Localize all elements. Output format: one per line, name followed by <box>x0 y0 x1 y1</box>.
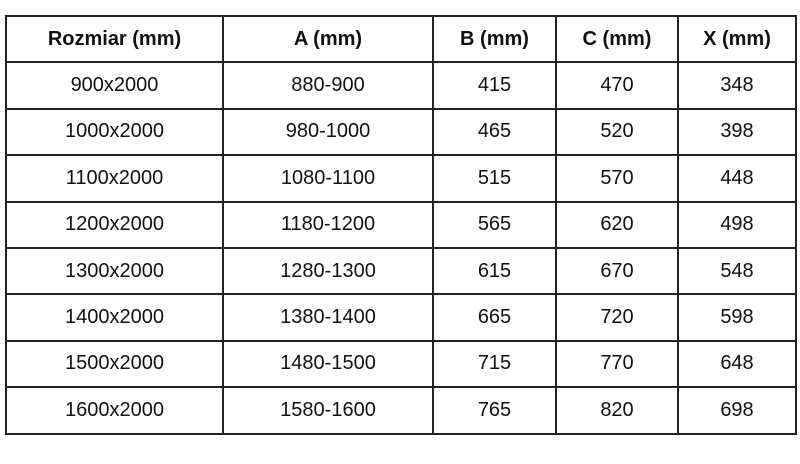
table-cell: 1580-1600 <box>222 386 434 435</box>
table-cell: 1400x2000 <box>5 293 224 342</box>
column-header: C (mm) <box>555 14 679 64</box>
table-cell: 880-900 <box>222 61 434 110</box>
table-cell: 520 <box>555 107 679 157</box>
table-row: 1200x2000 1180-1200 565 620 498 <box>5 200 797 249</box>
table-cell: 770 <box>555 339 679 389</box>
table-cell: 598 <box>677 293 797 342</box>
table-cell: 670 <box>555 246 679 296</box>
column-header: B (mm) <box>432 14 557 64</box>
table-cell: 665 <box>432 293 557 342</box>
column-header: Rozmiar (mm) <box>5 14 224 64</box>
table-cell: 1600x2000 <box>5 386 224 435</box>
table-cell: 715 <box>432 339 557 389</box>
table-cell: 398 <box>677 107 797 157</box>
table-cell: 465 <box>432 107 557 157</box>
table-cell: 900x2000 <box>5 61 224 110</box>
table-row: 1300x2000 1280-1300 615 670 548 <box>5 246 797 296</box>
column-header: X (mm) <box>677 14 797 64</box>
table-cell: 570 <box>555 154 679 203</box>
table-cell: 498 <box>677 200 797 249</box>
table-cell: 1080-1100 <box>222 154 434 203</box>
table-cell: 548 <box>677 246 797 296</box>
table-cell: 720 <box>555 293 679 342</box>
table-cell: 1500x2000 <box>5 339 224 389</box>
table-header-row: Rozmiar (mm) A (mm) B (mm) C (mm) X (mm) <box>5 14 797 64</box>
table-cell: 348 <box>677 61 797 110</box>
table-cell: 820 <box>555 386 679 435</box>
table-cell: 470 <box>555 61 679 110</box>
table-cell: 1300x2000 <box>5 246 224 296</box>
table-cell: 698 <box>677 386 797 435</box>
table-cell: 1200x2000 <box>5 200 224 249</box>
table-cell: 565 <box>432 200 557 249</box>
table-cell: 1180-1200 <box>222 200 434 249</box>
table-row: 1400x2000 1380-1400 665 720 598 <box>5 293 797 342</box>
table-cell: 515 <box>432 154 557 203</box>
table-cell: 615 <box>432 246 557 296</box>
table-cell: 1280-1300 <box>222 246 434 296</box>
table-row: 1000x2000 980-1000 465 520 398 <box>5 107 797 157</box>
table-cell: 1480-1500 <box>222 339 434 389</box>
table-row: 1100x2000 1080-1100 515 570 448 <box>5 154 797 203</box>
dimensions-table: Rozmiar (mm) A (mm) B (mm) C (mm) X (mm) 900… <box>5 14 797 435</box>
column-header: A (mm) <box>222 14 434 64</box>
table-row: 1500x2000 1480-1500 715 770 648 <box>5 339 797 389</box>
table-cell: 980-1000 <box>222 107 434 157</box>
table-row: 900x2000 880-900 415 470 348 <box>5 61 797 110</box>
table-cell: 448 <box>677 154 797 203</box>
table-cell: 415 <box>432 61 557 110</box>
table-cell: 1000x2000 <box>5 107 224 157</box>
table-cell: 765 <box>432 386 557 435</box>
table-row: 1600x2000 1580-1600 765 820 698 <box>5 386 797 435</box>
table-cell: 648 <box>677 339 797 389</box>
table-cell: 620 <box>555 200 679 249</box>
table-cell: 1100x2000 <box>5 154 224 203</box>
table-cell: 1380-1400 <box>222 293 434 342</box>
